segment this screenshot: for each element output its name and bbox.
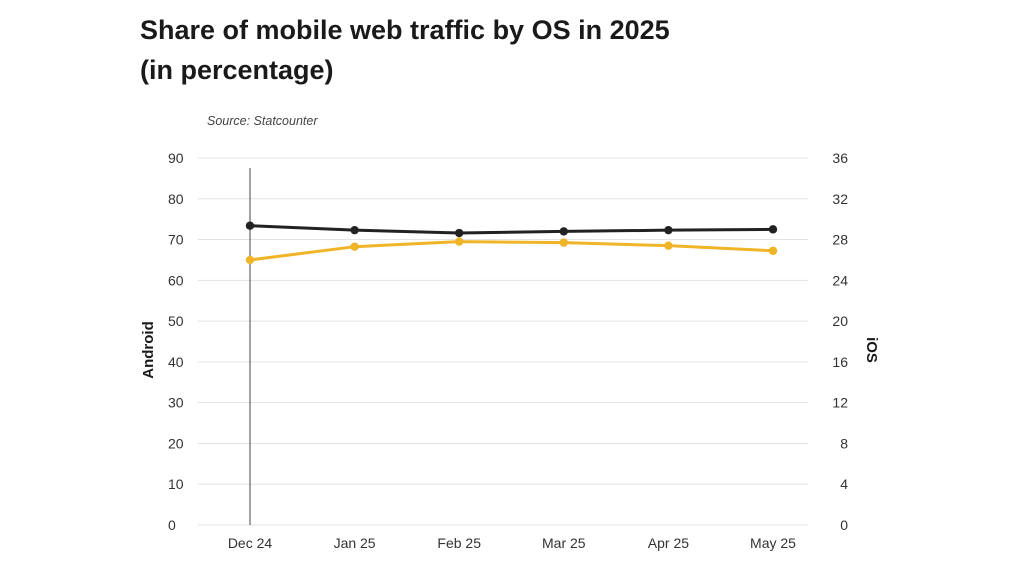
right-tick-label: 12 bbox=[832, 395, 848, 411]
left-tick-label: 20 bbox=[168, 435, 184, 451]
chart-title-main: Share of mobile web traffic by OS in 202… bbox=[140, 15, 670, 45]
right-tick-label: 24 bbox=[832, 272, 848, 288]
chart-title: Share of mobile web traffic by OS in 202… bbox=[140, 10, 670, 90]
android-data-point bbox=[455, 228, 464, 238]
grid-lines bbox=[198, 157, 808, 526]
android-data-point bbox=[350, 225, 359, 235]
ios-series-line bbox=[249, 240, 774, 262]
ios-data-point bbox=[350, 242, 359, 251]
x-tick-label: Dec 24 bbox=[228, 535, 273, 551]
right-tick-label: 0 bbox=[840, 517, 848, 533]
left-tick-label: 30 bbox=[168, 395, 184, 411]
android-series-line bbox=[249, 224, 774, 235]
left-tick-label: 10 bbox=[168, 476, 184, 492]
chart-source: Source: Statcounter bbox=[207, 114, 318, 128]
ios-data-point bbox=[559, 238, 568, 247]
android-data-point bbox=[559, 227, 568, 236]
right-tick-label: 36 bbox=[832, 150, 848, 166]
left-tick-label: 80 bbox=[168, 191, 184, 207]
x-tick-label: Jan 25 bbox=[334, 535, 376, 551]
android-data-point bbox=[245, 221, 255, 230]
left-tick-label: 70 bbox=[168, 232, 184, 248]
right-tick-label: 32 bbox=[832, 191, 848, 207]
right-axis-title: iOS bbox=[863, 337, 880, 363]
ios-data-point bbox=[245, 255, 255, 265]
right-tick-label: 8 bbox=[840, 435, 848, 451]
android-data-point bbox=[664, 225, 673, 235]
android-data-point bbox=[768, 225, 778, 234]
x-tick-label: Feb 25 bbox=[437, 535, 481, 551]
right-tick-label: 4 bbox=[840, 476, 848, 492]
chart-subtitle: (in percentage) bbox=[140, 55, 334, 85]
right-tick-label: 28 bbox=[832, 232, 848, 248]
right-axis-ticks: 0 4 8 12 16 20 24 28 32 36 bbox=[832, 150, 848, 533]
left-tick-label: 90 bbox=[168, 150, 184, 166]
left-tick-label: 40 bbox=[168, 354, 184, 370]
series-group bbox=[245, 221, 778, 265]
x-tick-label: Mar 25 bbox=[542, 535, 586, 551]
ios-data-point bbox=[455, 237, 464, 246]
x-tick-label: May 25 bbox=[750, 535, 796, 551]
ios-data-point bbox=[768, 246, 778, 255]
right-tick-label: 20 bbox=[832, 313, 848, 329]
x-axis-ticks: Dec 24 Jan 25 Feb 25 Mar 25 Apr 25 May 25 bbox=[228, 535, 796, 551]
x-tick-label: Apr 25 bbox=[648, 535, 689, 551]
left-axis-title: Android bbox=[140, 321, 157, 379]
left-tick-label: 50 bbox=[168, 313, 184, 329]
ios-data-point bbox=[664, 241, 673, 250]
left-axis-ticks: 0 10 20 30 40 50 60 70 80 90 bbox=[168, 150, 184, 533]
left-tick-label: 60 bbox=[168, 272, 184, 288]
right-tick-label: 16 bbox=[832, 354, 848, 370]
left-tick-label: 0 bbox=[168, 517, 176, 533]
